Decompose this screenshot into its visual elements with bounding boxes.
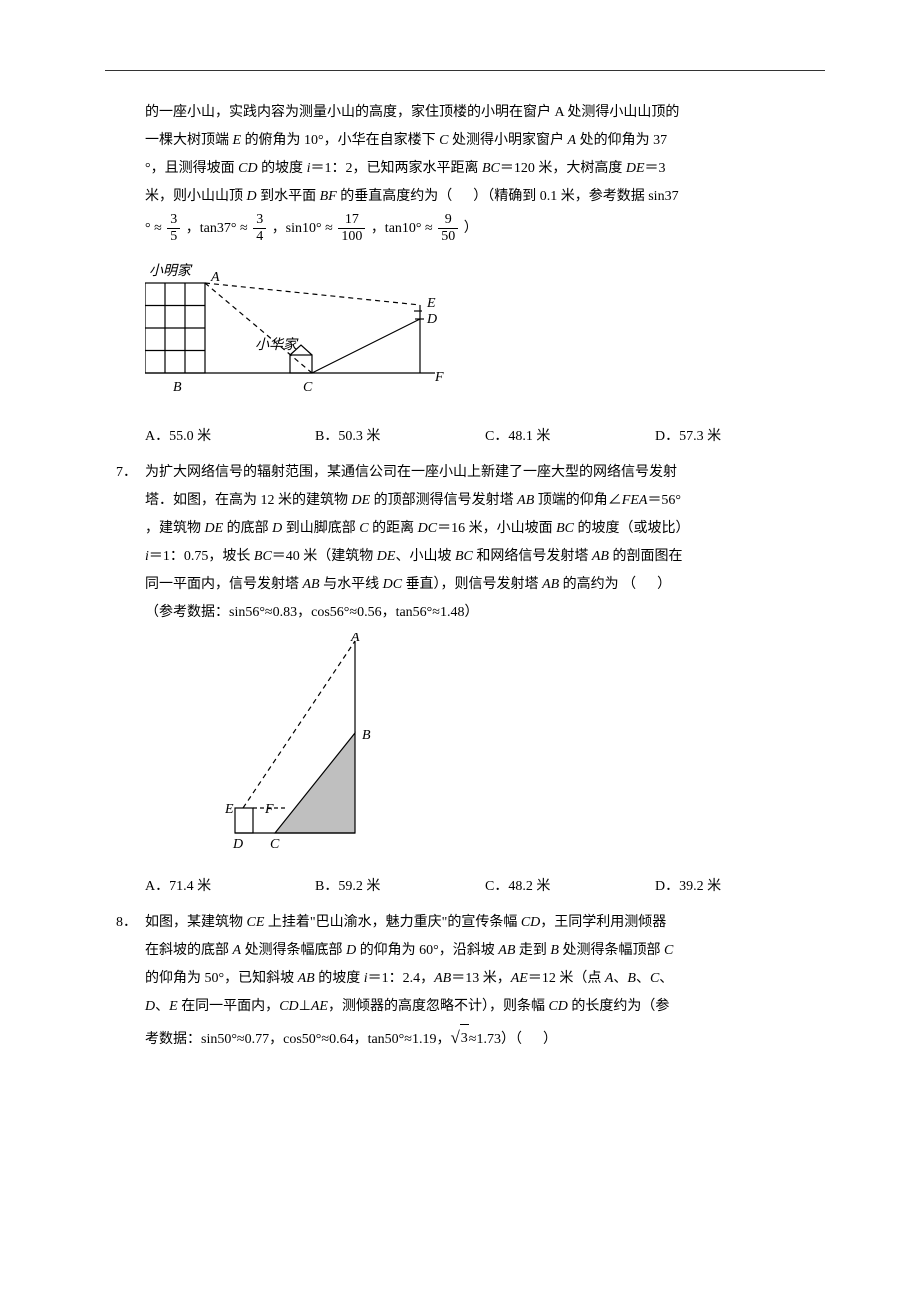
q8-line2: 在斜坡的底部 A 处测得条幅底部 D 的仰角为 60°，沿斜坡 AB 走到 B … — [145, 937, 825, 965]
q8-line1: 如图，某建筑物 CE 上挂着"巴山渝水，魅力重庆"的宣传条幅 CD，王同学利用测… — [145, 909, 825, 937]
q6-opt-c: C．48.1 米 — [485, 423, 655, 451]
q6-figure: 小明家 A 小华家 B C E D F — [105, 253, 825, 419]
q8-line4: D、E 在同一平面内，CD⊥AE，测倾器的高度忽略不计），则条幅 CD 的长度约… — [145, 993, 825, 1021]
q6-tan10-label: ，tan10° ≈ — [371, 221, 433, 236]
q6-line3-txt: °，且测得坡面 CD 的坡度 i＝1：2，已知两家水平距离 BC＝120 米，大… — [145, 161, 666, 176]
question-8: 8． 如图，某建筑物 CE 上挂着"巴山渝水，魅力重庆"的宣传条幅 CD，王同学… — [105, 909, 825, 1055]
q6-opt-d: D．57.3 米 — [655, 423, 825, 451]
q6-opt-a: A．55.0 米 — [145, 423, 315, 451]
q8-sqrtval: ≈1.73）（ — [469, 1032, 522, 1047]
q7-line1: 为扩大网络信号的辐射范围，某通信公司在一座小山上新建了一座大型的网络信号发射 — [145, 459, 825, 487]
frac-sin10: 17 100 — [338, 213, 365, 244]
q6-line2: 一棵大树顶端 E 的俯角为 10°，小华在自家楼下 C 处测得小明家窗户 A 处… — [145, 127, 825, 155]
q6-line2-txt: 一棵大树顶端 E 的俯角为 10°，小华在自家楼下 C 处测得小明家窗户 A 处… — [145, 133, 667, 148]
q6-options: A．55.0 米 B．50.3 米 C．48.1 米 D．57.3 米 — [105, 423, 825, 451]
frac-sin10-den: 100 — [338, 229, 365, 244]
q7-line2: 塔．如图，在高为 12 米的建筑物 DE 的顶部测得信号发射塔 AB 顶端的仰角… — [145, 487, 825, 515]
svg-text:E: E — [426, 296, 436, 311]
q6-tan37-label: ，tan37° ≈ — [186, 221, 248, 236]
q7-opt-d: D．39.2 米 — [655, 873, 825, 901]
q6-approx-prefix: ° ≈ — [145, 221, 162, 236]
svg-text:B: B — [173, 380, 182, 395]
svg-text:B: B — [362, 728, 371, 743]
svg-text:D: D — [232, 837, 243, 852]
q7-figure: A B E F D C — [105, 633, 825, 869]
svg-text:F: F — [434, 370, 444, 385]
frac-tan10-den: 50 — [438, 229, 458, 244]
top-divider — [105, 70, 825, 71]
frac-sin10-num: 17 — [338, 213, 365, 229]
svg-text:C: C — [303, 380, 313, 395]
q6-line5: ° ≈ 3 5 ，tan37° ≈ 3 4 ，sin10° ≈ 17 100 ，… — [145, 211, 825, 247]
q7-line4: i＝1：0.75，坡长 BC＝40 米（建筑物 DE、小山坡 BC 和网络信号发… — [145, 543, 825, 571]
sqrt3: √3 — [450, 1021, 468, 1055]
svg-text:D: D — [426, 312, 437, 327]
q7-options: A．71.4 米 B．59.2 米 C．48.2 米 D．39.2 米 — [105, 873, 825, 901]
svg-text:E: E — [225, 802, 234, 817]
svg-text:A: A — [350, 633, 360, 645]
svg-text:F: F — [264, 802, 274, 817]
frac-tan37-num: 3 — [253, 213, 266, 229]
frac-tan10: 9 50 — [438, 213, 458, 244]
q7-line3: ，建筑物 DE 的底部 D 到山脚底部 C 的距离 DC＝16 米，小山坡面 B… — [145, 515, 825, 543]
frac-sin37-den: 5 — [167, 229, 180, 244]
q8-num: 8． — [105, 909, 137, 937]
svg-text:小明家: 小明家 — [149, 263, 193, 279]
q7-num: 7． — [105, 459, 137, 487]
q6-line4-txt: 米，则小山山顶 D 到水平面 BF 的垂直高度约为（ ）（精确到 0.1 米，参… — [145, 189, 679, 204]
q7-line6: （参考数据：sin56°≈0.83，cos56°≈0.56，tan56°≈1.4… — [145, 599, 825, 627]
question-7: 7． 为扩大网络信号的辐射范围，某通信公司在一座小山上新建了一座大型的网络信号发… — [105, 459, 825, 627]
q8-line5: 考数据：sin50°≈0.77，cos50°≈0.64，tan50°≈1.19，… — [145, 1021, 825, 1055]
q7-opt-b: B．59.2 米 — [315, 873, 485, 901]
q6-line4: 米，则小山山顶 D 到水平面 BF 的垂直高度约为（ ）（精确到 0.1 米，参… — [145, 183, 825, 211]
q6-line3: °，且测得坡面 CD 的坡度 i＝1：2，已知两家水平距离 BC＝120 米，大… — [145, 155, 825, 183]
q6-close: ） — [464, 221, 478, 236]
svg-text:A: A — [210, 270, 220, 285]
frac-tan10-num: 9 — [438, 213, 458, 229]
q6-sin10-label: ，sin10° ≈ — [272, 221, 333, 236]
svg-text:C: C — [270, 837, 280, 852]
svg-text:小华家: 小华家 — [255, 337, 299, 353]
frac-sin37: 3 5 — [167, 213, 180, 244]
frac-sin37-num: 3 — [167, 213, 180, 229]
frac-tan37-den: 4 — [253, 229, 266, 244]
q7-opt-a: A．71.4 米 — [145, 873, 315, 901]
q7-line5: 同一平面内，信号发射塔 AB 与水平线 DC 垂直），则信号发射塔 AB 的高约… — [145, 571, 825, 599]
q6-line1: 的一座小山，实践内容为测量小山的高度，家住顶楼的小明在窗户 A 处测得小山山顶的 — [145, 99, 825, 127]
q8-line3: 的仰角为 50°，已知斜坡 AB 的坡度 i＝1：2.4，AB＝13 米，AE＝… — [145, 965, 825, 993]
q7-opt-c: C．48.2 米 — [485, 873, 655, 901]
frac-tan37: 3 4 — [253, 213, 266, 244]
q6-opt-b: B．50.3 米 — [315, 423, 485, 451]
q6-continuation: 的一座小山，实践内容为测量小山的高度，家住顶楼的小明在窗户 A 处测得小山山顶的… — [105, 99, 825, 247]
